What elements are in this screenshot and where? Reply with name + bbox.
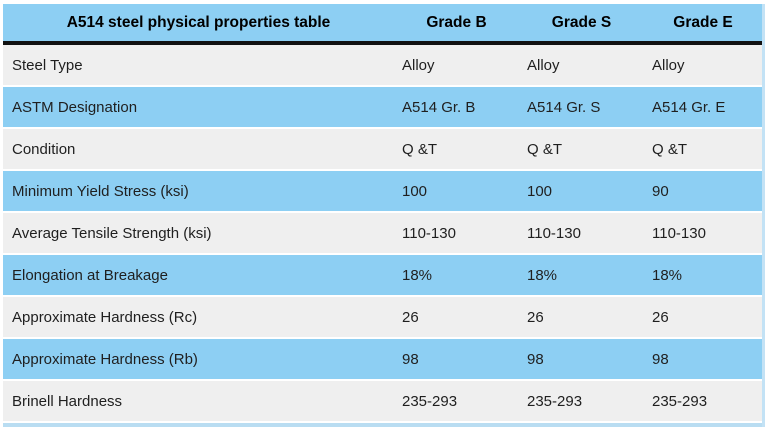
cell-value-grade-s: 18% [527,266,558,284]
table-row: ASTM Designation A514 Gr. B A514 Gr. S A… [3,87,762,129]
row-label: Brinell Hardness [12,392,123,410]
cell-value-grade-e: Alloy [652,56,685,74]
cell-value-grade-s: Q &T [527,140,563,158]
cell-value-grade-e: 235-293 [652,392,708,410]
cell-value-grade-e: 98 [652,350,669,368]
cell-value-grade-b: 235-293 [402,392,458,410]
row-label: Approximate Hardness (Rc) [12,308,198,326]
column-header-grade-b: Grade B [426,13,487,31]
table-row: Approximate Hardness (Rb) 98 98 98 [3,339,762,381]
cell-value-grade-b: 26 [402,308,419,326]
row-label: Minimum Yield Stress (ksi) [12,182,189,200]
table-row: Brinell Hardness 235-293 235-293 235-293 [3,381,762,423]
cell-value-grade-s: 110-130 [527,224,581,242]
cell-value-grade-e: 110-130 [652,224,706,242]
table-row: Condition Q &T Q &T Q &T [3,129,762,171]
cell-value-grade-e: Q &T [652,140,688,158]
cell-value-grade-s: 100 [527,182,553,200]
table-row: Steel Type Alloy Alloy Alloy [3,45,762,87]
cell-value-grade-s: 26 [527,308,544,326]
row-label: ASTM Designation [12,98,138,116]
table-body: Steel Type Alloy Alloy Alloy ASTM Design… [3,45,762,423]
cell-value-grade-b: 98 [402,350,419,368]
row-label: Approximate Hardness (Rb) [12,350,198,368]
cell-value-grade-s: 235-293 [527,392,583,410]
steel-properties-table: A514 steel physical properties table Gra… [3,4,765,427]
cell-value-grade-b: A514 Gr. B [402,98,476,116]
cell-value-grade-s: 98 [527,350,544,368]
cell-value-grade-s: Alloy [527,56,560,74]
cell-value-grade-e: 26 [652,308,669,326]
cell-value-grade-b: Alloy [402,56,435,74]
table-title: A514 steel physical properties table [66,13,331,31]
cell-value-grade-b: 18% [402,266,433,284]
cell-value-grade-b: 110-130 [402,224,456,242]
table-header-row: A514 steel physical properties table Gra… [3,4,762,41]
cell-value-grade-e: A514 Gr. E [652,98,726,116]
table-row: Average Tensile Strength (ksi) 110-130 1… [3,213,762,255]
table-row: Approximate Hardness (Rc) 26 26 26 [3,297,762,339]
row-label: Steel Type [12,56,83,74]
column-header-grade-e: Grade E [673,13,733,31]
column-header-grade-s: Grade S [551,13,612,31]
row-label: Average Tensile Strength (ksi) [12,224,212,242]
partial-next-row [3,423,762,427]
cell-value-grade-b: Q &T [402,140,438,158]
table-row: Minimum Yield Stress (ksi) 100 100 90 [3,171,762,213]
row-label: Elongation at Breakage [12,266,168,284]
cell-value-grade-b: 100 [402,182,428,200]
cell-value-grade-e: 90 [652,182,669,200]
row-label: Condition [12,140,76,158]
header-divider [3,41,762,45]
cell-value-grade-e: 18% [652,266,683,284]
cell-value-grade-s: A514 Gr. S [527,98,601,116]
table-row: Elongation at Breakage 18% 18% 18% [3,255,762,297]
